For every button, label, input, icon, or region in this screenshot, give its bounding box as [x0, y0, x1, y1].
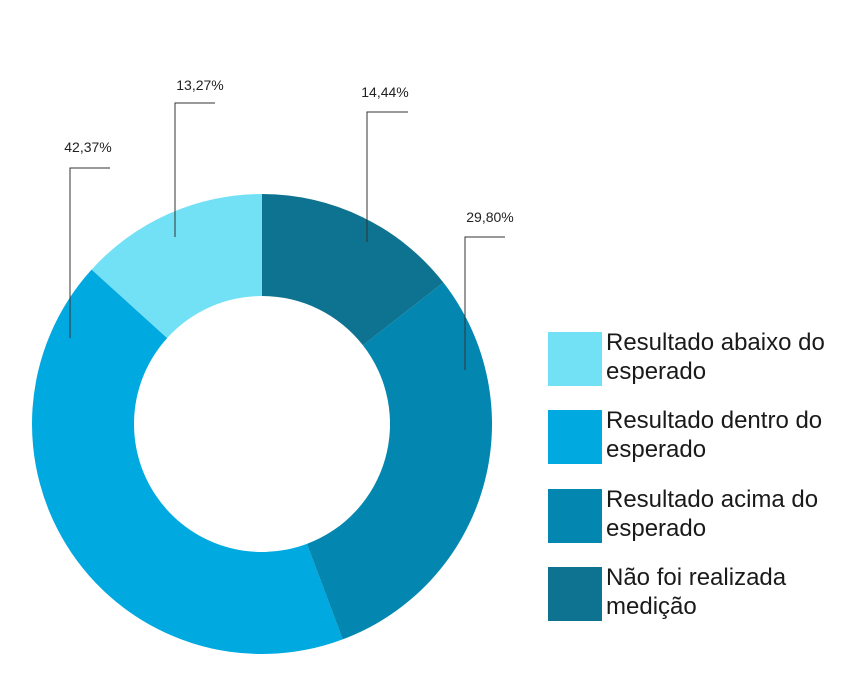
donut-slice	[91, 194, 262, 339]
legend-label: Resultado abaixo do esperado	[606, 329, 825, 385]
leader-line	[69, 167, 110, 338]
donut-slice	[306, 282, 492, 640]
leader-line	[464, 236, 505, 370]
legend-swatch	[548, 567, 602, 621]
legend-swatch	[548, 489, 602, 543]
legend-label: Resultado dentro do esperado	[606, 407, 823, 463]
legend-item: Resultado dentro do esperado	[548, 407, 848, 466]
legend-label: Não foi realizada medição	[606, 564, 787, 620]
leader-line	[366, 111, 408, 242]
legend-label: Resultado acima do esperado	[606, 486, 819, 542]
legend-swatch	[548, 410, 602, 464]
data-label: 14,44%	[361, 84, 408, 100]
legend-item: Não foi realizada medição	[548, 564, 848, 623]
data-label: 29,80%	[466, 209, 513, 225]
data-label: 13,27%	[176, 77, 223, 93]
leader-line	[174, 102, 215, 237]
donut-slice	[262, 194, 444, 346]
data-label: 42,37%	[64, 139, 111, 155]
legend-item: Resultado acima do esperado	[548, 486, 848, 545]
donut-slice	[31, 269, 343, 654]
legend-swatch	[548, 332, 602, 386]
legend-item: Resultado abaixo do esperado	[548, 329, 848, 388]
